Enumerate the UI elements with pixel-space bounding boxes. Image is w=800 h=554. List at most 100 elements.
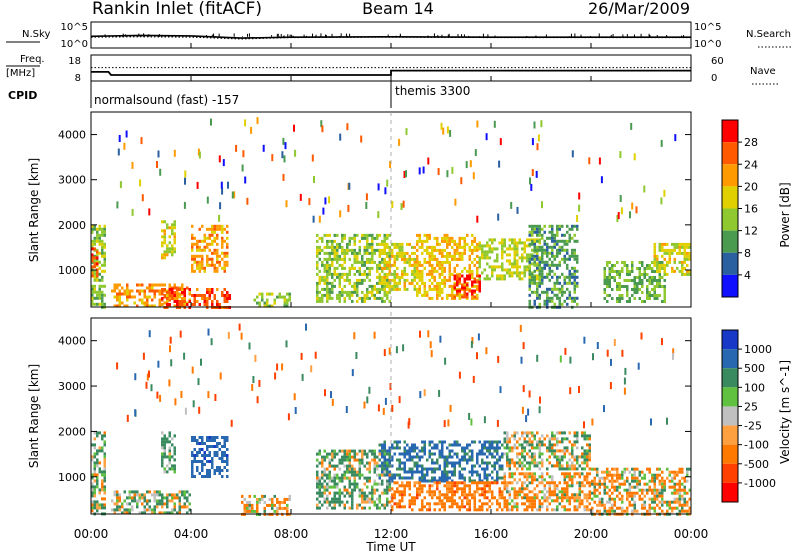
power-cell bbox=[423, 281, 426, 285]
power-cell bbox=[653, 245, 656, 249]
velocity-cell bbox=[618, 491, 621, 495]
velocity-cell bbox=[323, 449, 326, 453]
power-cell bbox=[608, 285, 611, 288]
power-cell bbox=[573, 281, 576, 285]
power-cell bbox=[98, 278, 101, 282]
velocity-cell bbox=[391, 496, 394, 500]
velocity-cell bbox=[393, 473, 396, 477]
velocity-cell bbox=[446, 481, 449, 485]
velocity-cell bbox=[403, 476, 406, 480]
velocity-cell bbox=[443, 455, 446, 459]
power-cell bbox=[486, 262, 489, 266]
power-cell bbox=[551, 224, 554, 228]
velocity-cell bbox=[351, 491, 354, 495]
power-cell bbox=[333, 248, 336, 252]
velocity-cell bbox=[498, 446, 501, 450]
velocity-cell bbox=[448, 499, 451, 503]
power-cell bbox=[428, 260, 431, 264]
date-title: 26/Mar/2009 bbox=[588, 0, 690, 18]
velocity-cell bbox=[608, 500, 611, 504]
velocity-cell bbox=[566, 508, 569, 512]
velocity-cell bbox=[568, 499, 571, 503]
velocity-cell bbox=[583, 431, 586, 435]
velocity-cell bbox=[681, 503, 684, 507]
power-cell bbox=[93, 260, 96, 264]
velocity-cell bbox=[428, 502, 431, 506]
power-cell bbox=[673, 257, 676, 261]
power-scatter bbox=[140, 137, 143, 145]
power-cell bbox=[446, 239, 449, 243]
power-cell bbox=[218, 224, 221, 228]
velocity-cell bbox=[483, 481, 486, 485]
power-cell bbox=[666, 242, 669, 246]
power-cell bbox=[91, 227, 94, 231]
power-cell bbox=[441, 290, 444, 294]
power-cell bbox=[478, 283, 481, 287]
power-cell bbox=[463, 277, 466, 281]
power-cell bbox=[223, 297, 226, 300]
velocity-cell bbox=[458, 458, 461, 462]
velocity-cell bbox=[556, 449, 559, 453]
power-cell bbox=[348, 269, 351, 273]
velocity-cell bbox=[103, 485, 106, 489]
velocity-cell bbox=[563, 446, 566, 450]
power-cell bbox=[438, 275, 441, 279]
velocity-cell bbox=[421, 473, 424, 477]
power-cell bbox=[431, 254, 434, 258]
power-cell bbox=[576, 254, 579, 258]
power-cell bbox=[363, 233, 366, 237]
power-cell bbox=[488, 238, 491, 242]
power-scatter bbox=[365, 193, 368, 201]
velocity-cell bbox=[346, 491, 349, 495]
power-cell bbox=[101, 254, 104, 258]
power-cell bbox=[381, 296, 384, 300]
velocity-cell bbox=[643, 482, 646, 486]
velocity-scatter bbox=[624, 367, 627, 375]
velocity-cell bbox=[316, 482, 319, 486]
power-cell bbox=[193, 297, 196, 300]
velocity-cell bbox=[548, 455, 551, 459]
velocity-cell bbox=[493, 455, 496, 459]
power-cell bbox=[426, 239, 429, 243]
power-cell bbox=[553, 272, 556, 276]
power-cell bbox=[618, 285, 621, 288]
velocity-cell bbox=[251, 503, 254, 507]
velocity-cell bbox=[153, 508, 156, 512]
power-cell bbox=[678, 242, 681, 246]
power-scatter bbox=[497, 213, 500, 221]
velocity-cell bbox=[581, 446, 584, 450]
velocity-cell bbox=[451, 443, 454, 447]
velocity-cell bbox=[541, 475, 544, 479]
velocity-cell bbox=[361, 506, 364, 510]
velocity-cell bbox=[666, 509, 669, 513]
velocity-cell bbox=[168, 431, 171, 435]
power-cell bbox=[418, 272, 421, 276]
velocity-cell bbox=[348, 452, 351, 456]
power-cell bbox=[143, 304, 146, 308]
power-cell bbox=[191, 294, 194, 297]
velocity-cell bbox=[421, 467, 424, 471]
power-scatter bbox=[231, 191, 234, 199]
noise-panel: N.Sky 10^5 10^0 10^5 10^0 N.Search bbox=[6, 21, 792, 50]
power-cell bbox=[103, 284, 106, 288]
power-cell bbox=[431, 245, 434, 249]
power-cell bbox=[196, 248, 199, 252]
velocity-cell bbox=[463, 479, 466, 483]
velocity-cell bbox=[496, 461, 499, 465]
power-scatter bbox=[241, 164, 244, 172]
power-scatter bbox=[312, 215, 315, 223]
power-scatter bbox=[320, 120, 323, 128]
power-cell bbox=[403, 278, 406, 282]
velocity-cell bbox=[376, 473, 379, 477]
power-cell bbox=[98, 233, 101, 237]
velocity-cell bbox=[506, 437, 509, 441]
velocity-scatter bbox=[477, 333, 480, 341]
velocity-cell bbox=[158, 493, 161, 497]
velocity-cell bbox=[116, 499, 119, 503]
velocity-cell bbox=[363, 494, 366, 498]
velocity-cell bbox=[461, 481, 464, 485]
power-cell bbox=[176, 303, 179, 306]
frequency-panel: Freq. [MHz] 18 8 60 0 Nave bbox=[6, 54, 778, 85]
velocity-cell bbox=[608, 509, 611, 513]
power-cell bbox=[161, 220, 164, 224]
